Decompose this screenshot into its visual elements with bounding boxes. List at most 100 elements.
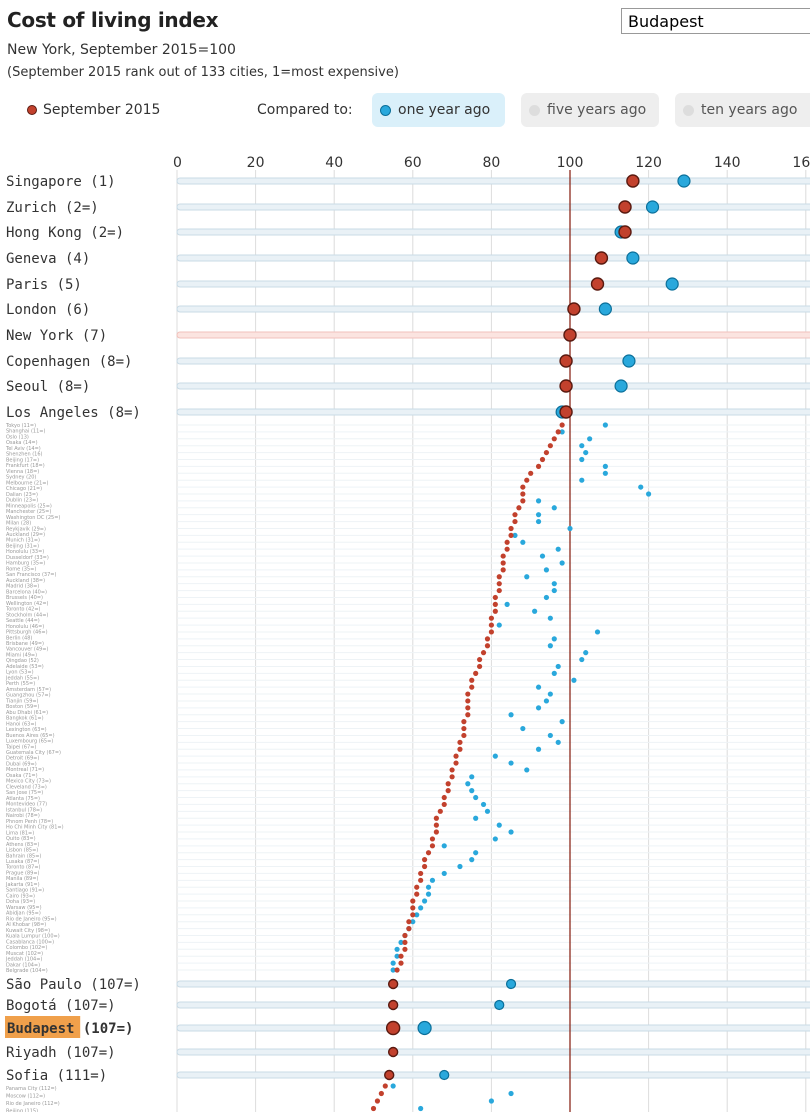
small-city-label: Osaka (71=)	[6, 773, 38, 779]
compared-to-label: Compared to:	[257, 102, 353, 118]
current-point	[370, 1105, 377, 1112]
small-city-label: Reykjavik (29=)	[6, 526, 46, 532]
current-point	[559, 379, 573, 393]
current-point	[618, 225, 632, 239]
year-ago-point	[535, 512, 542, 518]
small-city-label: Dubai (69=)	[6, 761, 37, 767]
row-guide	[176, 408, 810, 416]
city-label: Seoul (8=)	[6, 379, 90, 395]
small-city-label: Quito (83=)	[6, 836, 36, 842]
city-search-input[interactable]	[621, 8, 810, 34]
current-point	[429, 836, 436, 842]
year-ago-point	[520, 725, 526, 732]
row-guide	[176, 357, 810, 365]
x-tick-label: 0	[173, 155, 182, 171]
year-ago-point	[587, 436, 593, 442]
year-ago-point	[535, 684, 542, 690]
small-city-label: Berlin (48)	[6, 635, 32, 641]
small-city-label: Jeddah (104=)	[5, 957, 42, 963]
row-guide	[176, 177, 810, 185]
small-city-label: Auckland (38=)	[6, 578, 45, 584]
year-ago-point	[532, 608, 538, 614]
small-city-label: Dublin (23=)	[6, 498, 38, 504]
year-ago-point	[508, 712, 514, 718]
small-city-label: Guatemala City (67=)	[6, 750, 61, 756]
year-ago-point	[638, 484, 644, 490]
small-city-label: Toronto (42=)	[5, 607, 41, 613]
current-point	[535, 463, 542, 469]
small-city-label: Prague (89=)	[6, 870, 40, 876]
current-point	[477, 656, 483, 663]
city-label: Copenhagen (8=)	[6, 354, 132, 370]
small-city-label: Toronto (87=)	[5, 865, 41, 871]
current-point	[421, 863, 428, 870]
year-ago-point	[496, 822, 502, 828]
current-point	[465, 698, 471, 704]
current-point	[469, 684, 475, 690]
year-ago-point	[677, 174, 691, 188]
year-ago-point	[614, 379, 628, 393]
year-ago-point	[494, 999, 505, 1011]
small-city-label: San Francisco (37=)	[6, 572, 56, 578]
five-years-ago-toggle[interactable]: five years ago	[521, 93, 659, 127]
current-point	[387, 999, 399, 1011]
current-point	[496, 574, 502, 580]
small-city-label: Brisbane (49=)	[6, 641, 44, 647]
page-title: Cost of living index	[7, 8, 219, 32]
current-point	[461, 719, 467, 725]
row-guide	[176, 331, 810, 339]
one-year-ago-toggle[interactable]: one year ago	[372, 93, 505, 127]
one-year-ago-label: one year ago	[398, 102, 491, 118]
city-label: Hong Kong (2=)	[6, 225, 124, 241]
small-city-label: Lima (81=)	[6, 830, 34, 836]
current-point	[477, 663, 483, 670]
row-guide	[176, 254, 810, 262]
small-city-label: Honolulu (46=)	[6, 624, 44, 630]
year-ago-point	[473, 794, 479, 801]
year-ago-point	[543, 594, 550, 601]
current-point	[520, 491, 526, 497]
year-ago-point	[579, 656, 585, 663]
year-ago-point	[594, 629, 601, 635]
year-ago-point	[535, 705, 542, 711]
current-point	[528, 470, 534, 476]
city-label: São Paulo (107=)	[6, 977, 141, 993]
year-ago-point	[390, 967, 396, 973]
small-city-label: Tokyo (11=)	[5, 423, 36, 429]
x-tick-label: 140	[714, 155, 741, 171]
year-ago-point	[559, 429, 565, 435]
year-ago-point	[504, 601, 510, 607]
current-point	[433, 815, 439, 821]
current-point	[387, 978, 399, 990]
small-city-label: Melbourne (21=)	[6, 480, 48, 486]
current-point	[384, 1069, 395, 1081]
ten-years-ago-toggle[interactable]: ten years ago	[675, 93, 810, 127]
small-city-label: Adelaide (53=)	[6, 664, 44, 670]
small-city-label: Minneapolis (25=)	[6, 503, 52, 509]
current-point	[594, 251, 609, 265]
year-ago-point	[559, 560, 565, 566]
small-city-label: Pittsburgh (46=)	[6, 630, 48, 636]
current-point	[406, 919, 412, 925]
current-point	[418, 877, 424, 883]
row-guide	[176, 980, 810, 988]
current-point	[508, 532, 514, 538]
city-label: Zurich (2=)	[6, 200, 99, 216]
row-guide	[176, 1048, 810, 1056]
current-point	[465, 691, 471, 697]
year-ago-point	[390, 1083, 396, 1089]
current-point	[618, 200, 632, 214]
city-label: Los Angeles (8=)	[6, 405, 141, 421]
small-city-label: Bangkok (61=)	[6, 716, 44, 722]
row-guide	[176, 305, 810, 313]
current-point	[512, 512, 518, 518]
current-point	[626, 174, 640, 188]
current-point	[559, 405, 573, 419]
year-ago-point	[543, 567, 550, 573]
current-point	[465, 712, 471, 718]
current-point	[457, 746, 463, 752]
year-ago-point	[414, 912, 420, 918]
current-point	[398, 953, 404, 959]
current-point	[516, 505, 522, 511]
